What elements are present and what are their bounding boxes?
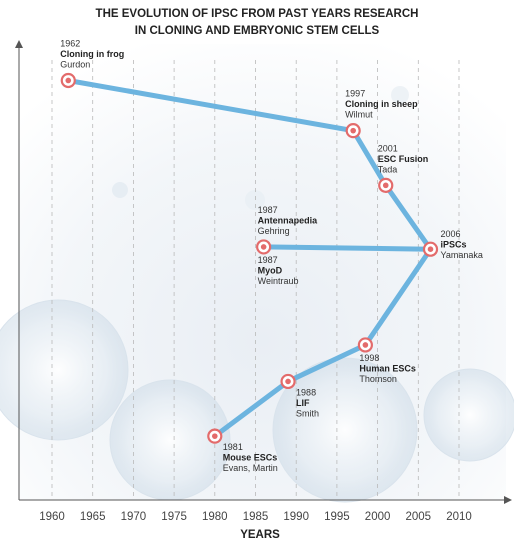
annotation-title: Cloning in frog — [60, 49, 124, 59]
cell-decoration — [0, 299, 129, 441]
annotation-name: Wilmut — [345, 110, 373, 120]
annotation-title: ESC Fusion — [378, 154, 429, 164]
annotation-year: 1981 — [223, 442, 243, 452]
data-point-dot — [350, 127, 356, 134]
x-tick-label: 1985 — [243, 511, 269, 523]
background-decoration — [0, 44, 514, 503]
x-tick-label: 1970 — [121, 511, 147, 523]
data-point — [422, 241, 439, 257]
annotation-title: Antennapedia — [258, 215, 319, 225]
x-tick-label: 2005 — [406, 511, 432, 523]
chart-title: THE EVOLUTION OF IPSC FROM PAST YEARS RE… — [0, 6, 514, 40]
annotation-title: Mouse ESCs — [223, 453, 278, 463]
x-gridlines — [51, 60, 460, 500]
annotation-year: 1987 — [258, 255, 278, 265]
annotation-name: Gehring — [258, 226, 290, 236]
data-point-dot — [65, 77, 72, 84]
x-axis-title: YEARS — [240, 529, 280, 541]
annotation-name: Yamanaka — [441, 250, 483, 260]
annotation-year: 1962 — [60, 38, 80, 48]
annotation-title: MyoD — [258, 265, 283, 275]
x-tick-label: 1990 — [283, 511, 309, 523]
annotation-name: Thomson — [359, 374, 397, 384]
cell-decoration — [272, 357, 418, 503]
annotation-name: Evans, Martin — [223, 463, 278, 473]
annotation-title: iPSCs — [441, 240, 467, 250]
data-point-dot — [427, 246, 434, 252]
x-tick-label: 1960 — [39, 511, 65, 523]
x-axis-arrow — [504, 496, 512, 504]
data-point-dot — [285, 378, 291, 385]
data-point — [280, 373, 296, 390]
x-tick-labels: 1960 1965 1970 1975 1980 1985 1990 1995 2000 2005… — [39, 511, 472, 523]
data-point — [345, 123, 361, 139]
data-point — [357, 337, 373, 353]
data-point — [256, 239, 272, 255]
x-tick-label: 2000 — [365, 511, 391, 523]
annotation-title: Human ESCs — [359, 363, 416, 373]
annotation-year: 1998 — [359, 353, 379, 363]
x-tick-label: 1995 — [324, 511, 350, 523]
data-point — [60, 72, 76, 89]
x-tick-label: 1965 — [80, 511, 106, 523]
annotation-year: 1997 — [345, 89, 365, 99]
annotation-year: 2006 — [441, 229, 461, 239]
cell-decoration — [423, 368, 514, 462]
annotation-year: 1987 — [258, 205, 278, 215]
series-markers — [60, 72, 439, 444]
data-point — [378, 177, 394, 193]
annotation-title: Cloning in sheep — [345, 99, 418, 109]
annotation-year: 2001 — [378, 143, 398, 153]
data-point-dot — [362, 342, 369, 348]
annotation-name: Weintraub — [258, 276, 299, 286]
chart-title-line-2: IN CLONING AND EMBRYONIC STEM CELLS — [134, 25, 380, 37]
x-tick-label: 1975 — [161, 511, 187, 523]
annotation-name: Tada — [378, 164, 398, 174]
annotation-name: Gurdon — [60, 59, 90, 69]
cell-decoration — [391, 86, 409, 104]
data-point-dot — [212, 433, 218, 439]
y-axis-arrow — [15, 40, 23, 48]
x-tick-label: 1980 — [202, 511, 228, 523]
chart-title-line-1: THE EVOLUTION OF IPSC FROM PAST YEARS RE… — [95, 8, 419, 20]
annotation-year: 1988 — [296, 387, 316, 397]
annotation-title: LIF — [296, 398, 310, 408]
cell-decoration — [112, 182, 128, 198]
data-point — [207, 428, 223, 444]
data-point-dot — [260, 244, 267, 250]
data-point-dot — [382, 182, 389, 189]
x-tick-label: 2010 — [446, 511, 472, 523]
annotation-name: Smith — [296, 408, 319, 418]
cell-decoration — [245, 190, 265, 210]
